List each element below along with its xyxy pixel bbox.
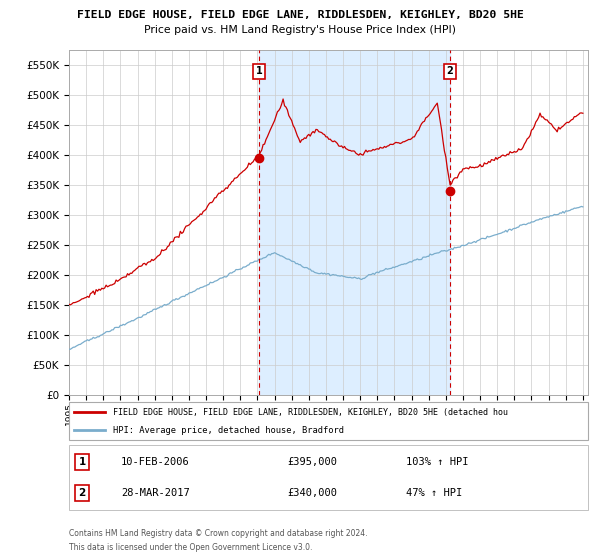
Text: FIELD EDGE HOUSE, FIELD EDGE LANE, RIDDLESDEN, KEIGHLEY, BD20 5HE (detached hou: FIELD EDGE HOUSE, FIELD EDGE LANE, RIDDL… <box>113 408 508 417</box>
Text: Price paid vs. HM Land Registry's House Price Index (HPI): Price paid vs. HM Land Registry's House … <box>144 25 456 35</box>
FancyBboxPatch shape <box>69 445 588 510</box>
Text: 1: 1 <box>79 457 86 467</box>
Text: £395,000: £395,000 <box>287 457 337 467</box>
Text: 28-MAR-2017: 28-MAR-2017 <box>121 488 190 498</box>
Text: 103% ↑ HPI: 103% ↑ HPI <box>406 457 469 467</box>
Text: 10-FEB-2006: 10-FEB-2006 <box>121 457 190 467</box>
Text: 47% ↑ HPI: 47% ↑ HPI <box>406 488 463 498</box>
Text: HPI: Average price, detached house, Bradford: HPI: Average price, detached house, Brad… <box>113 426 344 435</box>
Text: 1: 1 <box>256 67 263 76</box>
Text: This data is licensed under the Open Government Licence v3.0.: This data is licensed under the Open Gov… <box>69 543 313 552</box>
Bar <box>259 50 450 395</box>
Text: 2: 2 <box>446 67 454 76</box>
Text: Contains HM Land Registry data © Crown copyright and database right 2024.: Contains HM Land Registry data © Crown c… <box>69 529 367 538</box>
Text: FIELD EDGE HOUSE, FIELD EDGE LANE, RIDDLESDEN, KEIGHLEY, BD20 5HE: FIELD EDGE HOUSE, FIELD EDGE LANE, RIDDL… <box>77 10 523 20</box>
Text: £340,000: £340,000 <box>287 488 337 498</box>
Text: 2: 2 <box>79 488 86 498</box>
FancyBboxPatch shape <box>69 402 588 440</box>
